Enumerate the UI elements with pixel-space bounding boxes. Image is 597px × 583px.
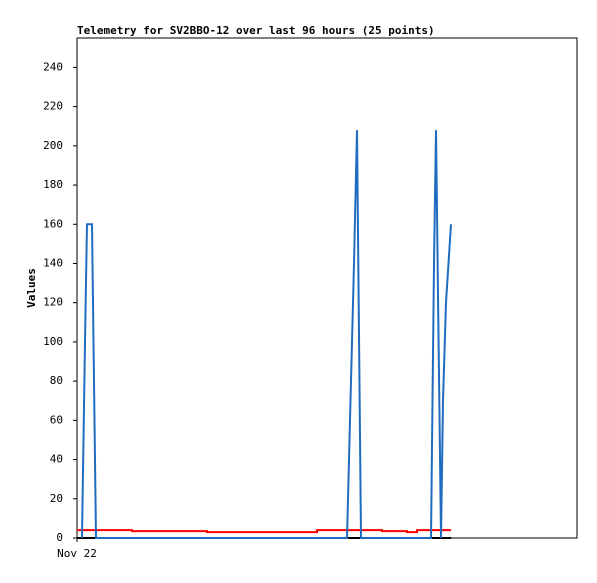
y-tick-label: 100 [43, 335, 63, 348]
y-tick-label: 240 [43, 60, 63, 73]
plot-frame [76, 37, 578, 539]
y-axis-label: Values [25, 268, 38, 308]
y-tick-label: 120 [43, 296, 63, 309]
y-tick-label: 140 [43, 256, 63, 269]
y-tick-label: 220 [43, 100, 63, 113]
series-line [77, 529, 451, 534]
y-tick-label: 80 [50, 374, 63, 387]
chart-title: Telemetry for SV2BBO-12 over last 96 hou… [77, 24, 435, 37]
x-tick-label: Nov 22 [57, 547, 97, 560]
y-tick-label: 160 [43, 217, 63, 230]
y-tick-label: 0 [56, 531, 63, 544]
y-tick-label: 40 [50, 453, 63, 466]
series-line [81, 130, 452, 539]
y-tick-label: 60 [50, 413, 63, 426]
y-tick-label: 200 [43, 139, 63, 152]
y-tick-label: 20 [50, 492, 63, 505]
y-tick-label: 180 [43, 178, 63, 191]
